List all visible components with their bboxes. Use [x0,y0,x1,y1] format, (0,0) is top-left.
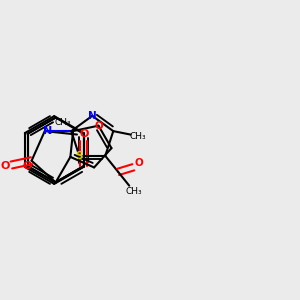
Text: O: O [94,121,103,131]
Text: CH₃: CH₃ [125,187,142,196]
Text: O: O [1,161,10,171]
Text: N: N [43,126,52,136]
Text: S: S [76,151,83,161]
Text: O: O [135,158,143,168]
Text: N: N [88,111,97,121]
Text: O: O [79,129,88,139]
Text: O: O [23,161,32,171]
Text: CH₃: CH₃ [130,131,146,140]
Text: CH₃: CH₃ [55,118,72,127]
